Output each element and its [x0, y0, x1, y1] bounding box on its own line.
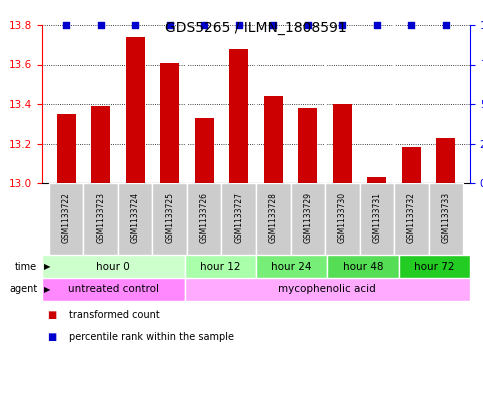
FancyBboxPatch shape — [398, 255, 470, 278]
Bar — [333, 104, 352, 183]
Text: GSM1133722: GSM1133722 — [62, 192, 71, 242]
Point — [166, 22, 173, 28]
FancyBboxPatch shape — [187, 183, 222, 255]
Text: ■: ■ — [47, 310, 56, 320]
Text: hour 48: hour 48 — [343, 261, 383, 272]
Text: untreated control: untreated control — [68, 285, 159, 294]
Bar — [264, 96, 283, 183]
Bar — [57, 114, 76, 183]
Point — [131, 22, 139, 28]
Text: ■: ■ — [47, 332, 56, 342]
Bar — [298, 108, 317, 183]
Text: GSM1133733: GSM1133733 — [441, 192, 450, 243]
FancyBboxPatch shape — [394, 183, 428, 255]
Text: hour 24: hour 24 — [271, 261, 312, 272]
Text: ▶: ▶ — [44, 262, 51, 271]
Text: GSM1133725: GSM1133725 — [165, 192, 174, 242]
Text: ▶: ▶ — [44, 285, 51, 294]
FancyBboxPatch shape — [256, 255, 327, 278]
FancyBboxPatch shape — [222, 183, 256, 255]
Text: GSM1133727: GSM1133727 — [234, 192, 243, 242]
Text: GSM1133732: GSM1133732 — [407, 192, 416, 242]
Text: GDS5265 / ILMN_1808591: GDS5265 / ILMN_1808591 — [165, 21, 347, 35]
Text: hour 72: hour 72 — [414, 261, 455, 272]
FancyBboxPatch shape — [327, 255, 398, 278]
FancyBboxPatch shape — [42, 278, 185, 301]
Text: time: time — [15, 261, 37, 272]
FancyBboxPatch shape — [42, 255, 185, 278]
Text: hour 12: hour 12 — [200, 261, 241, 272]
FancyBboxPatch shape — [359, 183, 394, 255]
FancyBboxPatch shape — [185, 255, 256, 278]
FancyBboxPatch shape — [153, 183, 187, 255]
FancyBboxPatch shape — [325, 183, 359, 255]
Text: GSM1133728: GSM1133728 — [269, 192, 278, 242]
Text: transformed count: transformed count — [69, 310, 159, 320]
Point — [339, 22, 346, 28]
Bar — [402, 147, 421, 183]
FancyBboxPatch shape — [185, 278, 470, 301]
FancyBboxPatch shape — [118, 183, 153, 255]
Point — [270, 22, 277, 28]
Bar — [436, 138, 455, 183]
FancyBboxPatch shape — [49, 183, 84, 255]
Text: GSM1133723: GSM1133723 — [96, 192, 105, 242]
Bar — [126, 37, 145, 183]
Text: hour 0: hour 0 — [97, 261, 130, 272]
Bar — [229, 49, 248, 183]
FancyBboxPatch shape — [290, 183, 325, 255]
Point — [97, 22, 104, 28]
Text: percentile rank within the sample: percentile rank within the sample — [69, 332, 234, 342]
Text: GSM1133729: GSM1133729 — [303, 192, 313, 242]
Point — [442, 22, 450, 28]
Bar — [367, 177, 386, 183]
Text: GSM1133726: GSM1133726 — [200, 192, 209, 242]
Point — [200, 22, 208, 28]
Point — [304, 22, 312, 28]
Point — [62, 22, 70, 28]
Bar — [195, 118, 213, 183]
FancyBboxPatch shape — [428, 183, 463, 255]
FancyBboxPatch shape — [84, 183, 118, 255]
Text: agent: agent — [9, 285, 37, 294]
Text: GSM1133730: GSM1133730 — [338, 192, 347, 243]
Bar — [160, 62, 179, 183]
FancyBboxPatch shape — [256, 183, 290, 255]
Text: GSM1133724: GSM1133724 — [131, 192, 140, 242]
Point — [373, 22, 381, 28]
Point — [408, 22, 415, 28]
Text: mycophenolic acid: mycophenolic acid — [279, 285, 376, 294]
Text: GSM1133731: GSM1133731 — [372, 192, 381, 242]
Bar — [91, 106, 110, 183]
Point — [235, 22, 242, 28]
